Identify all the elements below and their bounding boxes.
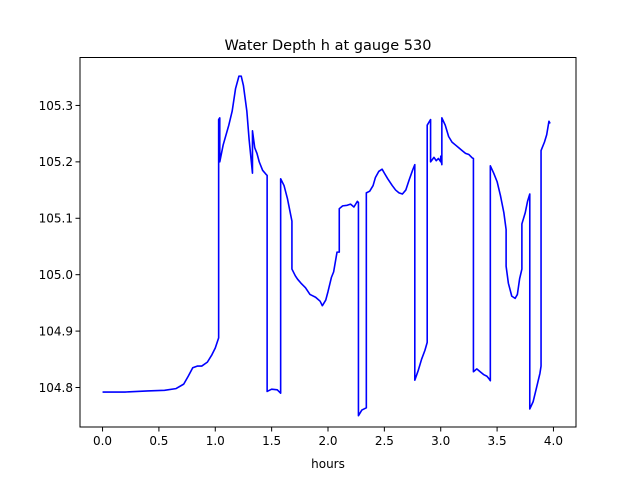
y-tick-label: 105.3 <box>39 99 73 113</box>
y-tick-label: 104.9 <box>39 324 73 338</box>
x-tick-label: 3.5 <box>488 434 507 448</box>
series-line-0 <box>102 75 551 417</box>
x-tick-label: 3.0 <box>431 434 450 448</box>
x-tick-label: 1.0 <box>206 434 225 448</box>
plot-series <box>102 75 551 417</box>
x-axis-label: hours <box>311 457 345 471</box>
y-tick-label: 104.8 <box>39 381 73 395</box>
y-tick-label: 105.2 <box>39 155 73 169</box>
chart-title: Water Depth h at gauge 530 <box>225 38 432 54</box>
x-tick-label: 1.5 <box>262 434 281 448</box>
x-axis: 0.0 0.5 1.0 1.5 2.0 2.5 3.0 3.5 4.0 <box>93 427 563 448</box>
y-axis: 104.8 104.9 105.0 105.1 105.2 105.3 <box>39 99 80 395</box>
y-tick-label: 105.0 <box>39 268 73 282</box>
x-tick-label: 2.5 <box>375 434 394 448</box>
x-tick-label: 0.5 <box>149 434 168 448</box>
x-tick-label: 4.0 <box>544 434 563 448</box>
x-tick-label: 2.0 <box>318 434 337 448</box>
y-tick-label: 105.1 <box>39 212 73 226</box>
x-tick-label: 0.0 <box>93 434 112 448</box>
